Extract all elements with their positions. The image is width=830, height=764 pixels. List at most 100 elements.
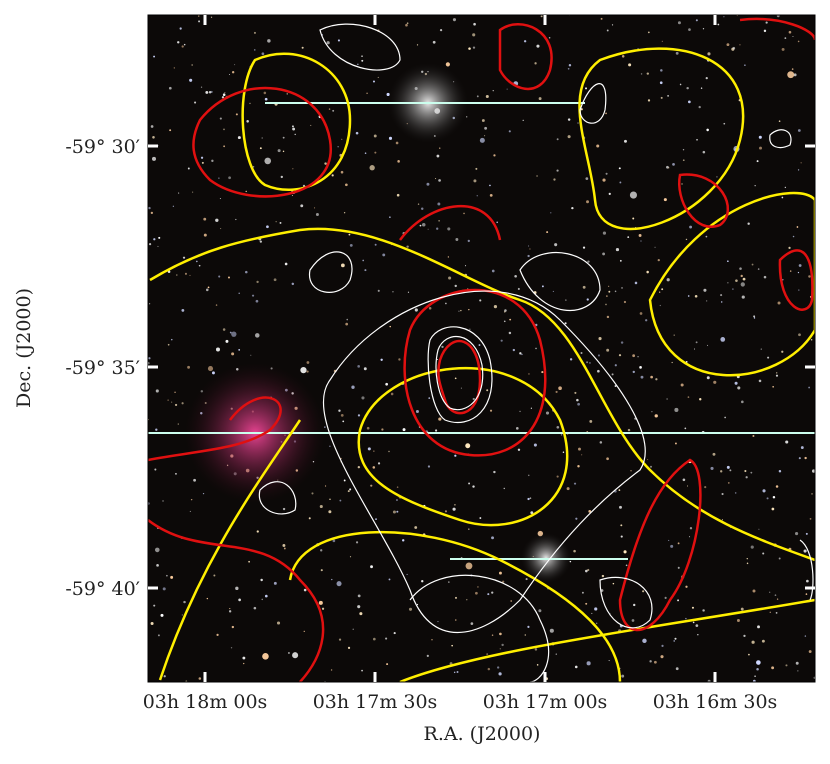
star [479, 517, 482, 519]
star [605, 112, 607, 115]
star [202, 493, 205, 495]
star [222, 328, 226, 331]
star [698, 105, 701, 109]
star [182, 256, 186, 259]
star [565, 299, 567, 301]
star [523, 40, 527, 43]
star [625, 564, 628, 567]
star [303, 588, 307, 592]
star [587, 260, 590, 263]
star [261, 52, 265, 56]
star [769, 611, 771, 614]
star [396, 193, 400, 197]
star [632, 217, 635, 220]
star [811, 493, 813, 495]
star [808, 386, 811, 389]
star [438, 219, 440, 222]
star [421, 222, 426, 227]
star [582, 246, 586, 249]
star [460, 387, 462, 389]
star [499, 632, 502, 636]
star [737, 386, 741, 390]
star [756, 160, 759, 163]
star [173, 67, 175, 69]
star [724, 416, 726, 419]
star [465, 443, 471, 449]
star [762, 489, 766, 493]
star [160, 613, 164, 617]
star [675, 51, 679, 55]
star [352, 628, 354, 630]
star [740, 282, 745, 287]
star [597, 369, 600, 373]
x-axis-label: R.A. (J2000) [424, 723, 541, 745]
star [512, 348, 516, 352]
star [211, 159, 214, 163]
star [680, 383, 684, 387]
star [528, 474, 530, 477]
star [235, 218, 237, 221]
star [231, 352, 235, 356]
star [375, 518, 377, 521]
star [792, 36, 794, 38]
star [347, 646, 351, 649]
star [752, 589, 756, 593]
star [707, 52, 711, 56]
star [640, 375, 644, 379]
star [486, 653, 488, 655]
star [181, 402, 184, 405]
star [231, 625, 235, 629]
star [663, 198, 667, 202]
star [151, 156, 157, 161]
star [723, 122, 726, 125]
star [502, 580, 505, 583]
star [541, 371, 544, 374]
star [787, 71, 795, 79]
star [767, 356, 770, 359]
y-axis-label: Dec. (J2000) [13, 288, 35, 408]
star [174, 403, 178, 407]
star [200, 156, 204, 159]
star [491, 269, 495, 273]
star [153, 55, 156, 58]
sky-image [148, 15, 815, 682]
star [291, 282, 295, 286]
star [215, 347, 220, 352]
star [385, 382, 389, 386]
star [540, 15, 543, 18]
star [671, 361, 673, 364]
star [245, 270, 248, 274]
star [747, 222, 750, 225]
x-tick-label: 03h 17m 00s [483, 691, 608, 713]
star [605, 303, 607, 306]
star [528, 245, 530, 247]
star [279, 221, 282, 224]
star [493, 305, 498, 309]
star [332, 539, 336, 543]
star [659, 81, 663, 85]
star [166, 574, 168, 577]
star [451, 644, 453, 647]
star [693, 348, 696, 350]
star [361, 59, 364, 62]
star [654, 414, 658, 418]
star [468, 528, 470, 530]
star [357, 365, 360, 368]
star [158, 236, 161, 239]
star [530, 511, 534, 515]
star [181, 309, 185, 312]
star [742, 277, 746, 281]
star [791, 68, 794, 70]
star [392, 291, 394, 293]
star [574, 665, 578, 669]
star [519, 410, 521, 413]
star [343, 212, 346, 214]
star [428, 397, 431, 399]
star [489, 184, 491, 187]
star [753, 317, 756, 319]
star [687, 485, 689, 487]
star [659, 291, 661, 293]
star [754, 185, 756, 187]
star [487, 667, 491, 671]
star [420, 207, 424, 211]
